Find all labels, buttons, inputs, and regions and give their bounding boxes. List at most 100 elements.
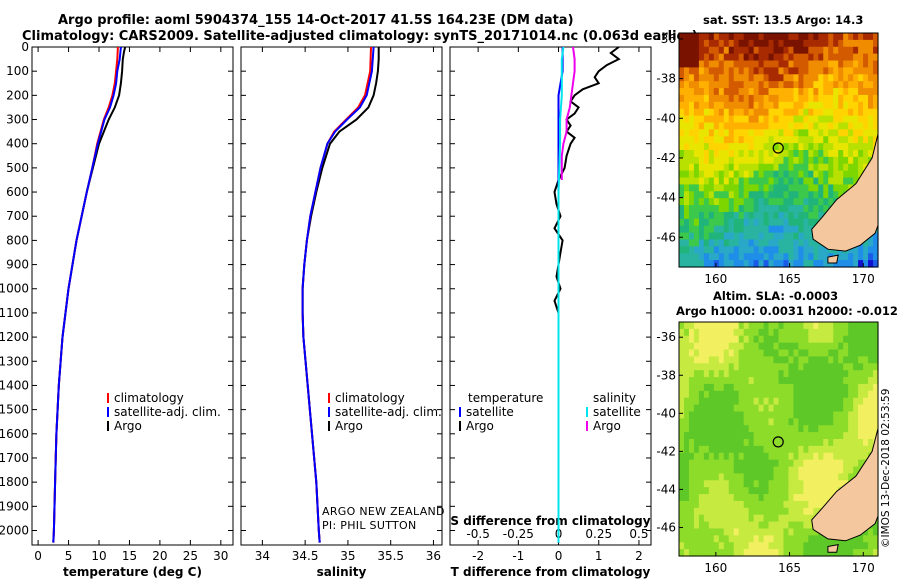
map-cell (813, 150, 819, 158)
map-cell (803, 205, 809, 213)
map-cell (753, 542, 760, 550)
map-cell (718, 521, 725, 530)
map-cell (863, 81, 869, 89)
map-cell (803, 81, 809, 89)
map-cell (683, 211, 690, 220)
map-cell (783, 418, 790, 426)
map-cell (793, 253, 799, 261)
depth-tick-label: 0 (21, 40, 29, 54)
map-cell (788, 404, 795, 413)
new-zealand-landmass (811, 428, 879, 542)
map-cell (688, 136, 695, 144)
map-cell (798, 205, 804, 213)
map-cell (768, 122, 775, 130)
map-cell (743, 514, 750, 523)
map-cell (723, 232, 730, 241)
map-cell (688, 225, 695, 234)
map-cell (738, 136, 745, 144)
map-cell (763, 542, 770, 550)
map-cell (748, 480, 755, 488)
map-cell (763, 328, 770, 337)
map-cell (818, 356, 824, 364)
map-cell (843, 452, 849, 461)
map-cell (733, 363, 740, 371)
map-cell (808, 473, 814, 481)
map-cell (698, 452, 705, 461)
map-cell (753, 53, 760, 62)
map-cell (783, 514, 790, 523)
map-cell (763, 74, 770, 82)
map-cell (788, 74, 795, 82)
map-cell (768, 94, 775, 103)
depth-tick-label: 1100 (0, 306, 29, 320)
map-cell (798, 46, 804, 55)
map-cell (843, 60, 849, 69)
map-cell (863, 60, 869, 69)
map-cell (863, 53, 869, 62)
map-cell (823, 122, 829, 130)
map-cell (823, 342, 829, 351)
map-cell (868, 101, 874, 110)
map-cell (783, 53, 790, 62)
map-cell (773, 473, 780, 481)
map-cell (698, 177, 705, 186)
map-cell (788, 397, 795, 406)
map-cell (868, 122, 874, 130)
map-cell (688, 411, 695, 419)
map-cell (763, 88, 770, 96)
map-cell (773, 163, 780, 172)
map-cell (723, 404, 730, 413)
map-cell (838, 108, 844, 117)
map-cell (838, 370, 844, 378)
map-cell (808, 205, 814, 213)
map-cell (798, 432, 804, 440)
map-cell (713, 418, 720, 426)
salinity-legend-argo-label: Argo (335, 419, 363, 433)
map-cell (813, 432, 819, 440)
map-cell (778, 528, 785, 536)
map-cell (679, 101, 685, 110)
map-cell (818, 184, 824, 192)
map-cell (753, 390, 760, 399)
map-cell (848, 445, 854, 454)
map-cell (758, 211, 765, 220)
map-cell (853, 425, 859, 433)
map-cell (703, 108, 710, 117)
map-cell (698, 143, 705, 151)
map-cell (773, 218, 780, 227)
map-cell (743, 487, 750, 495)
map-cell (803, 170, 809, 179)
map-cell (803, 370, 809, 378)
map-cell (793, 94, 799, 103)
map-cell (763, 122, 770, 130)
map-cell (828, 184, 834, 192)
map-cell (783, 101, 790, 110)
map-cell (818, 211, 824, 220)
map-cell (823, 363, 829, 371)
map-cell (788, 88, 795, 96)
map-cell (838, 253, 844, 261)
map-cell (853, 129, 859, 137)
map-cell (838, 328, 844, 337)
map-cell (748, 33, 755, 41)
map-cell (858, 335, 864, 344)
map-cell (783, 170, 790, 179)
map-cell (838, 549, 844, 557)
map-cell (763, 521, 770, 530)
map-cell (853, 253, 859, 261)
map-cell (803, 101, 809, 110)
map-cell (728, 487, 735, 495)
map-cell (758, 528, 765, 536)
map-cell (788, 439, 795, 447)
depth-tick-label: 800 (6, 233, 29, 247)
map-cell (768, 494, 775, 502)
map-cell (858, 94, 864, 103)
map-cell (823, 198, 829, 206)
map-cell (803, 46, 809, 55)
map-cell (798, 466, 804, 475)
map-cell (693, 452, 700, 461)
difference-xtick-label: 0 (555, 549, 563, 563)
map-cell (708, 94, 715, 103)
map-cell (863, 39, 869, 48)
map-cell (723, 549, 730, 557)
